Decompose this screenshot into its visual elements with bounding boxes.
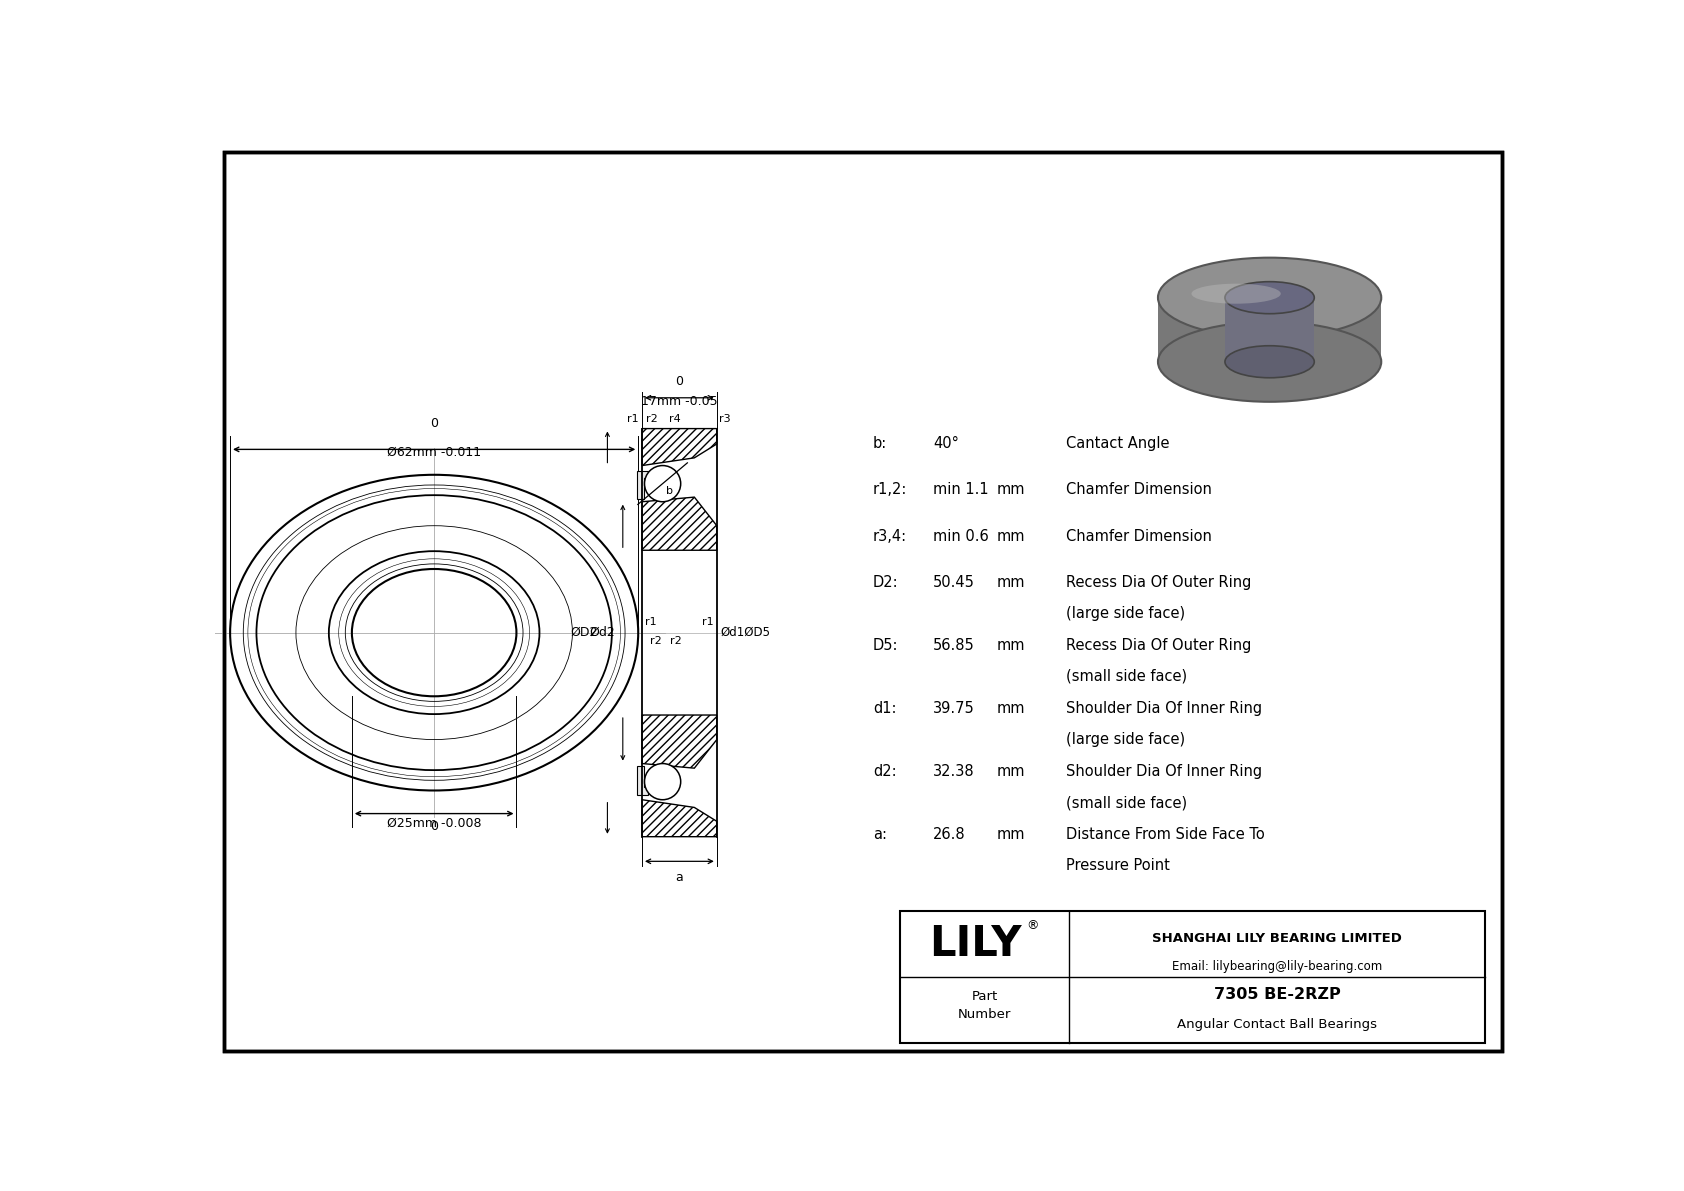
Text: mm: mm [997, 828, 1026, 842]
Text: 0: 0 [429, 417, 438, 430]
Ellipse shape [1224, 345, 1314, 378]
Ellipse shape [1159, 257, 1381, 338]
Polygon shape [638, 766, 648, 794]
Polygon shape [642, 715, 717, 768]
Text: (small side face): (small side face) [1066, 669, 1187, 684]
Text: Angular Contact Ball Bearings: Angular Contact Ball Bearings [1177, 1018, 1378, 1031]
Text: min 1.1: min 1.1 [933, 482, 989, 498]
Text: r2: r2 [650, 636, 662, 647]
Text: Recess Dia Of Outer Ring: Recess Dia Of Outer Ring [1066, 638, 1251, 653]
Text: Ø25mm -0.008: Ø25mm -0.008 [387, 817, 482, 830]
Text: a:: a: [872, 828, 887, 842]
Text: 7305 BE-2RZP: 7305 BE-2RZP [1214, 986, 1340, 1002]
Text: mm: mm [997, 701, 1026, 716]
Text: Cantact Angle: Cantact Angle [1066, 436, 1169, 451]
Text: SHANGHAI LILY BEARING LIMITED: SHANGHAI LILY BEARING LIMITED [1152, 931, 1403, 944]
Text: 0: 0 [675, 375, 684, 388]
Text: d1:: d1: [872, 701, 896, 716]
Text: 40°: 40° [933, 436, 958, 451]
Text: Distance From Side Face To: Distance From Side Face To [1066, 828, 1265, 842]
Ellipse shape [1224, 282, 1314, 313]
Text: ØD2: ØD2 [569, 626, 598, 640]
Text: Ød2: Ød2 [589, 626, 615, 640]
Ellipse shape [1192, 283, 1282, 304]
Text: r4: r4 [669, 414, 680, 424]
Text: D5:: D5: [872, 638, 899, 653]
Text: mm: mm [997, 638, 1026, 653]
Text: LILY: LILY [930, 923, 1022, 965]
Text: (large side face): (large side face) [1066, 732, 1184, 747]
Text: Shoulder Dia Of Inner Ring: Shoulder Dia Of Inner Ring [1066, 701, 1261, 716]
Text: r2: r2 [647, 414, 658, 424]
Text: Email: lilybearing@lily-bearing.com: Email: lilybearing@lily-bearing.com [1172, 960, 1383, 973]
Text: (small side face): (small side face) [1066, 796, 1187, 810]
Polygon shape [642, 497, 717, 550]
Text: 0: 0 [429, 819, 438, 833]
Text: b: b [665, 486, 672, 497]
Text: 17mm -0.05: 17mm -0.05 [642, 395, 717, 409]
Text: 50.45: 50.45 [933, 575, 975, 590]
Text: mm: mm [997, 529, 1026, 543]
Text: r3,4:: r3,4: [872, 529, 908, 543]
Text: mm: mm [997, 575, 1026, 590]
Polygon shape [642, 799, 717, 837]
Bar [1159, 298, 1381, 362]
Text: r1: r1 [702, 617, 714, 628]
Text: Recess Dia Of Outer Ring: Recess Dia Of Outer Ring [1066, 575, 1251, 590]
Text: (large side face): (large side face) [1066, 606, 1184, 621]
Text: min 0.6: min 0.6 [933, 529, 989, 543]
Text: Ø62mm -0.011: Ø62mm -0.011 [387, 445, 482, 459]
Polygon shape [642, 429, 717, 466]
Text: b:: b: [872, 436, 887, 451]
Text: 39.75: 39.75 [933, 701, 975, 716]
Circle shape [645, 763, 680, 799]
Text: r1: r1 [628, 414, 638, 424]
Text: r1,2:: r1,2: [872, 482, 908, 498]
Text: D2:: D2: [872, 575, 899, 590]
Text: Part
Number: Part Number [958, 991, 1012, 1022]
Text: d2:: d2: [872, 765, 896, 779]
Text: r2: r2 [670, 636, 682, 647]
Text: 32.38: 32.38 [933, 765, 975, 779]
Bar [899, 911, 1485, 1043]
Text: a: a [675, 872, 684, 885]
Text: 56.85: 56.85 [933, 638, 975, 653]
Text: ®: ® [1026, 918, 1039, 931]
Text: 26.8: 26.8 [933, 828, 965, 842]
Bar [1224, 298, 1314, 362]
Text: Shoulder Dia Of Inner Ring: Shoulder Dia Of Inner Ring [1066, 765, 1261, 779]
Text: Pressure Point: Pressure Point [1066, 859, 1169, 873]
Text: Chamfer Dimension: Chamfer Dimension [1066, 482, 1211, 498]
Text: mm: mm [997, 765, 1026, 779]
Circle shape [645, 466, 680, 501]
Text: mm: mm [997, 482, 1026, 498]
Text: r3: r3 [719, 414, 731, 424]
Text: r1: r1 [645, 617, 657, 628]
Text: Chamfer Dimension: Chamfer Dimension [1066, 529, 1211, 543]
Polygon shape [638, 470, 648, 499]
Text: Ød1ØD5: Ød1ØD5 [721, 626, 771, 640]
Ellipse shape [1159, 322, 1381, 401]
